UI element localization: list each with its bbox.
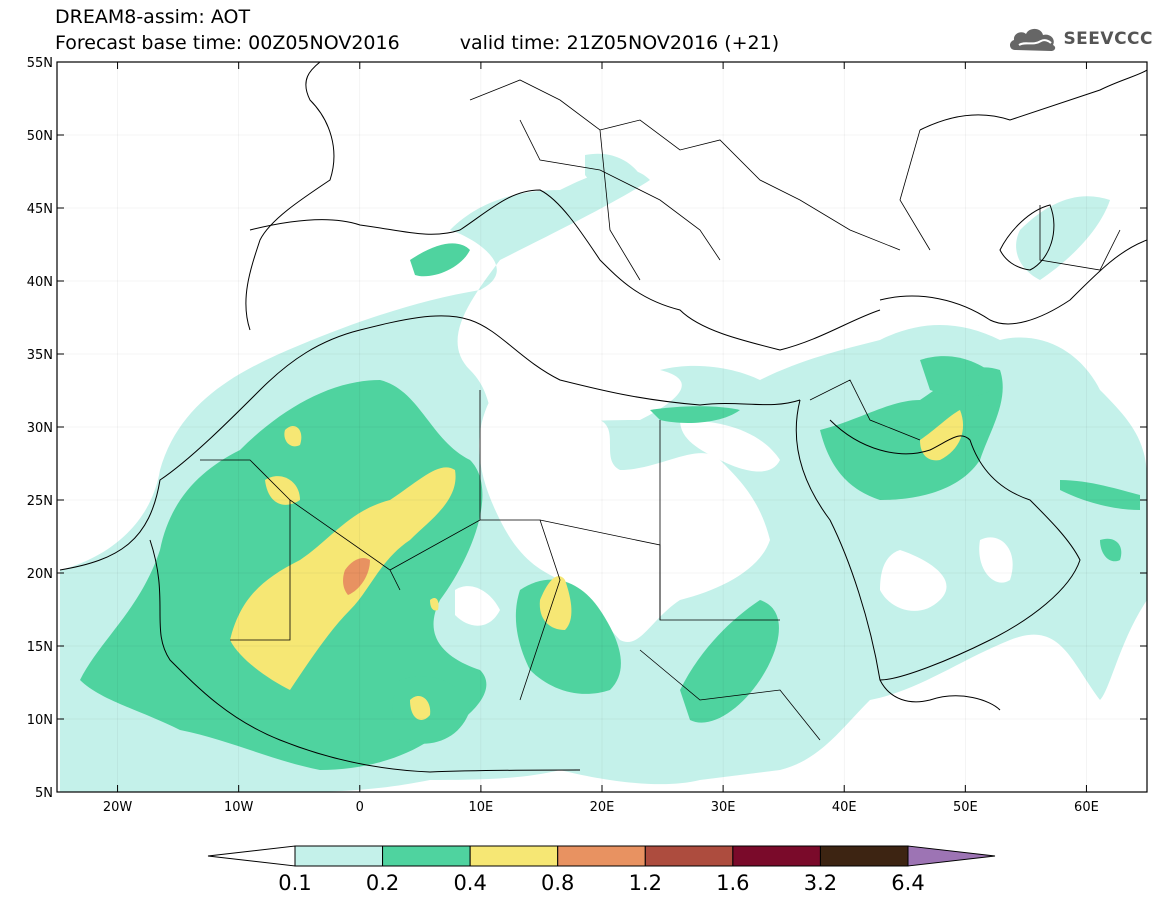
lon-tick-label: 60E: [1074, 800, 1099, 815]
longitude-axis: 20W 10W 0 10E 20E 30E 40E 50E 60E: [103, 62, 1099, 815]
lat-tick-label: 30N: [27, 421, 53, 436]
lon-tick-label: 10W: [224, 800, 254, 815]
lat-tick-label: 5N: [35, 786, 53, 801]
logo-text: SEEVCCC: [1063, 29, 1153, 49]
lat-tick-label: 50N: [27, 129, 53, 144]
latitude-axis: 55N 50N 45N 40N 35N 30N 25N 20N 15N 10N 5N: [27, 56, 1147, 801]
lon-tick-label: 40E: [832, 800, 857, 815]
colorbar-label: 0.4: [453, 871, 486, 895]
seevccc-logo: SEEVCCC: [1007, 24, 1153, 54]
lat-tick-label: 55N: [27, 56, 53, 71]
forecast-times: Forecast base time: 00Z05NOV2016 valid ti…: [55, 32, 779, 54]
colorbar-label: 0.8: [541, 871, 574, 895]
colorbar-swatch: [819, 845, 909, 867]
colorbar-label: 0.2: [366, 871, 399, 895]
colorbar-swatch: [294, 845, 384, 867]
colorbar: 0.1 0.2 0.4 0.8 1.2 1.6 3.2 6.4: [207, 845, 996, 895]
map-title: DREAM8-assim: AOT: [55, 6, 251, 28]
lat-tick-label: 25N: [27, 494, 53, 509]
colorbar-arrow-high: [907, 845, 996, 867]
colorbar-label: 1.2: [629, 871, 662, 895]
country-borders: [200, 79, 1121, 741]
graticule: [57, 62, 1147, 792]
lat-tick-label: 35N: [27, 348, 53, 363]
lat-tick-label: 40N: [27, 275, 53, 290]
colorbar-arrow-low: [207, 845, 296, 867]
lat-tick-label: 15N: [27, 640, 53, 655]
lat-tick-label: 20N: [27, 567, 53, 582]
valid-time: valid time: 21Z05NOV2016 (+21): [459, 32, 780, 54]
aot-field: [57, 62, 1147, 792]
colorbar-swatch: [382, 845, 471, 867]
colorbar-label: 6.4: [891, 871, 924, 895]
lon-tick-label: 10E: [469, 800, 494, 815]
colorbar-label: 0.1: [278, 871, 311, 895]
lat-tick-label: 45N: [27, 202, 53, 217]
colorbar-label: 3.2: [804, 871, 837, 895]
base-time: Forecast base time: 00Z05NOV2016: [55, 32, 400, 54]
colorbar-swatch: [469, 845, 559, 867]
lon-tick-label: 30E: [711, 800, 736, 815]
lon-tick-label: 20W: [103, 800, 133, 815]
aot-below-threshold: [455, 397, 1013, 642]
aot-level-0.8: [343, 558, 370, 595]
coastlines: [59, 62, 1147, 773]
colorbar-swatch: [557, 845, 646, 867]
lat-tick-label: 10N: [27, 713, 53, 728]
aot-level-0.4: [230, 410, 964, 720]
cloud-icon: [1010, 28, 1056, 51]
colorbar-swatch: [644, 845, 734, 867]
lon-tick-label: 20E: [590, 800, 615, 815]
colorbar-swatch: [732, 845, 821, 867]
lon-tick-label: 50E: [953, 800, 978, 815]
colorbar-label: 1.6: [716, 871, 749, 895]
lon-tick-label: 0: [356, 800, 364, 815]
